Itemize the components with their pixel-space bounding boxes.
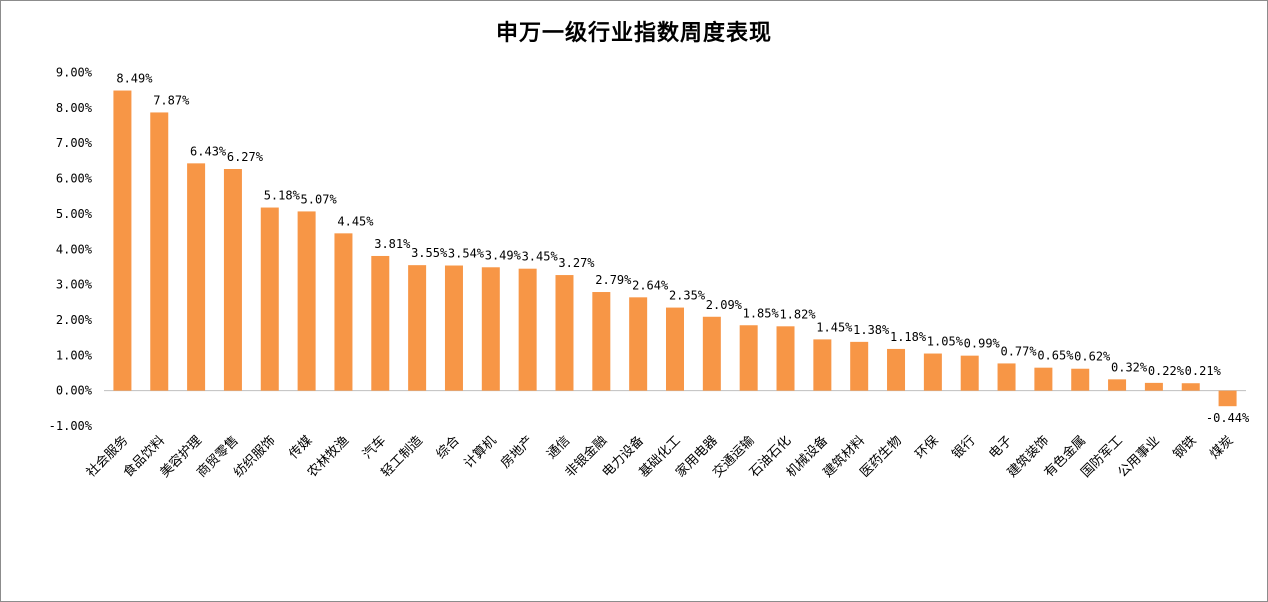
bar — [555, 275, 574, 391]
y-tick-label: 1.00% — [56, 348, 93, 362]
bar — [297, 211, 316, 391]
bar — [150, 112, 169, 391]
bar — [702, 316, 721, 391]
bar — [887, 348, 906, 391]
category-label: 房地产 — [498, 433, 537, 472]
data-label: 3.45% — [522, 250, 559, 264]
bar — [997, 363, 1016, 391]
bar — [960, 355, 979, 391]
data-label: 0.32% — [1111, 360, 1148, 374]
bar — [813, 339, 832, 391]
data-label: 1.18% — [890, 330, 927, 344]
data-label: 1.82% — [779, 307, 816, 321]
bar — [1144, 382, 1163, 391]
bar — [187, 163, 206, 391]
data-label: 0.21% — [1185, 364, 1222, 378]
category-label: 汽车 — [359, 433, 389, 463]
chart-title: 申万一级行业指数周度表现 — [495, 21, 772, 46]
data-label: 3.49% — [485, 248, 522, 262]
data-label: 2.09% — [706, 298, 743, 312]
y-tick-label: 4.00% — [56, 242, 93, 256]
y-tick-label: 2.00% — [56, 313, 93, 327]
data-label: 6.27% — [227, 150, 264, 164]
category-label: 煤炭 — [1207, 433, 1236, 462]
data-labels: 8.49%7.87% 6.43% 6.27% 5.18% 5.07% 4.45%3.81%… — [116, 72, 1250, 426]
data-label: 0.77% — [1000, 344, 1037, 358]
y-tick-label: 3.00% — [56, 278, 93, 292]
data-label: 1.38% — [853, 323, 890, 337]
bar — [408, 265, 427, 391]
data-label: 0.62% — [1074, 350, 1111, 364]
bar — [1108, 379, 1127, 391]
y-tick-label: 0.00% — [56, 384, 93, 398]
data-label: 0.99% — [964, 337, 1001, 351]
category-label: 医药生物 — [857, 433, 904, 480]
bar — [481, 267, 500, 391]
category-label: 电子 — [986, 433, 1015, 462]
bar — [1218, 390, 1237, 407]
data-label: 2.64% — [632, 278, 669, 292]
data-label: 5.07% — [301, 192, 338, 206]
category-label: 传媒 — [286, 433, 315, 462]
data-label: 3.55% — [411, 246, 448, 260]
category-label: 通信 — [544, 433, 573, 462]
y-tick-label: 6.00% — [56, 172, 93, 186]
bar — [666, 307, 684, 391]
category-label: 钢铁 — [1171, 433, 1200, 462]
data-label: 6.43% — [190, 144, 227, 158]
category-label: 农林牧渔 — [305, 433, 352, 480]
category-label: 环保 — [913, 433, 942, 462]
data-label: 7.87% — [153, 93, 190, 107]
y-tick-label: 7.00% — [56, 136, 93, 150]
data-label: 3.27% — [558, 256, 595, 270]
data-label: 2.79% — [595, 273, 632, 287]
bar — [371, 255, 390, 391]
bar — [444, 265, 463, 391]
bar — [776, 326, 795, 391]
bar — [518, 268, 537, 391]
y-tick-label: 9.00% — [56, 66, 93, 80]
bar-series — [113, 90, 1237, 407]
bar — [1034, 367, 1053, 391]
data-label: -0.44% — [1206, 411, 1250, 425]
data-label: 3.81% — [374, 237, 411, 251]
data-label: 4.45% — [337, 214, 374, 228]
data-label: 2.35% — [669, 289, 706, 303]
y-tick-label: -1.00% — [49, 419, 93, 433]
data-label: 0.22% — [1148, 364, 1185, 378]
data-label: 1.45% — [816, 320, 853, 334]
bar — [260, 207, 279, 391]
bar — [923, 353, 942, 391]
bar — [113, 90, 132, 391]
bar — [223, 169, 242, 391]
bar — [1181, 383, 1200, 391]
category-label: 纺织服饰 — [231, 433, 278, 480]
bar — [629, 297, 648, 391]
bar — [334, 233, 353, 391]
y-tick-label: 5.00% — [56, 207, 93, 221]
data-label: 5.18% — [264, 189, 301, 203]
category-label: 公用事业 — [1115, 433, 1162, 480]
data-label: 0.65% — [1037, 349, 1074, 363]
bar — [739, 325, 758, 391]
y-tick-label: 8.00% — [56, 101, 93, 115]
bar — [850, 341, 869, 391]
category-label: 轻工制造 — [379, 433, 426, 480]
data-label: 8.49% — [116, 72, 153, 86]
category-label: 计算机 — [461, 433, 499, 471]
bar — [1071, 368, 1090, 391]
data-label: 1.85% — [743, 306, 780, 320]
category-label: 银行 — [950, 433, 979, 462]
data-label: 1.05% — [927, 335, 964, 349]
bar — [592, 292, 611, 391]
category-label: 综合 — [434, 433, 463, 462]
data-label: 3.54% — [448, 247, 485, 261]
